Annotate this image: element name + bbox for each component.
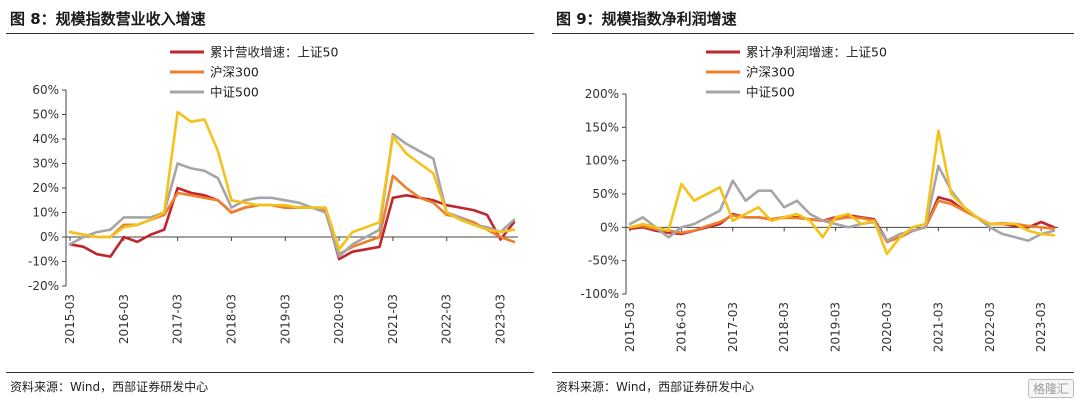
y-tick-label: 10% [32, 206, 59, 220]
legend-label-2: 中证500 [746, 85, 795, 100]
x-tick-label: 2019-03 [829, 302, 843, 352]
series-line-3 [68, 110, 516, 251]
y-tick-label: 60% [32, 83, 59, 97]
x-tick-label: 2015-03 [63, 294, 77, 344]
x-tick-label: 2015-03 [623, 302, 637, 352]
y-tick-label: 0% [40, 230, 59, 244]
x-tick-label: 2016-03 [674, 302, 688, 352]
x-tick-label: 2021-03 [386, 294, 400, 344]
y-tick-label: 50% [32, 108, 59, 122]
y-tick-label: 100% [585, 154, 619, 168]
series-line-2 [628, 164, 1056, 242]
y-tick-label: 0% [600, 220, 619, 234]
y-tick-label: -20% [28, 279, 59, 293]
figure-8-source: 资料来源：Wind，西部证券研发中心 [10, 380, 209, 394]
legend-label-0: 累计净利润增速：上证50 [746, 45, 887, 60]
y-tick-label: 150% [585, 120, 619, 134]
figure-9-title: 图 9：规模指数净利润增速 [556, 10, 737, 28]
figure-8-title: 图 8：规模指数营业收入增速 [10, 10, 206, 28]
y-tick-label: -100% [580, 287, 619, 301]
x-tick-label: 2020-03 [332, 294, 346, 344]
x-tick-label: 2018-03 [777, 302, 791, 352]
x-tick-label: 2023-03 [494, 294, 508, 344]
series-line-1 [628, 199, 1056, 244]
x-tick-label: 2018-03 [224, 294, 238, 344]
x-tick-label: 2022-03 [440, 294, 454, 344]
watermark-logo: 格隆汇 [1027, 379, 1074, 398]
series-line-2 [68, 132, 516, 258]
y-tick-label: 30% [32, 157, 59, 171]
revenue-growth-chart: 60% 50% 40% 30% 20% 10% 0% -10% -20% 2015-03 2016-… [28, 45, 518, 344]
x-tick-label: 2022-03 [983, 302, 997, 352]
legend-label-2: 中证500 [210, 85, 259, 100]
net-profit-growth-chart: 200% 150% 100% 50% 0% -50% -100% 2015-03 2016-03… [580, 45, 1058, 352]
bottom-rule [552, 372, 1074, 373]
title-rule [552, 33, 1074, 34]
y-tick-label: 40% [32, 132, 59, 146]
x-tick-label: 2023-03 [1034, 302, 1048, 352]
x-tick-label: 2019-03 [278, 294, 292, 344]
x-tick-label: 2016-03 [117, 294, 131, 344]
figure-9-panel: 图 9：规模指数净利润增速 200% 150% 100% 50% 0% -50% -100%… [546, 0, 1080, 404]
y-tick-label: 50% [592, 187, 619, 201]
x-tick-label: 2020-03 [880, 302, 894, 352]
x-tick-label: 2017-03 [726, 302, 740, 352]
figure-8-panel: 图 8：规模指数营业收入增速 60% 50% 40% 30% 20% 10% 0% -10% -… [6, 10, 534, 394]
y-tick-label: 200% [585, 87, 619, 101]
x-tick-label: 2021-03 [931, 302, 945, 352]
title-rule [6, 33, 534, 34]
y-tick-label: 20% [32, 181, 59, 195]
bottom-rule [6, 372, 534, 373]
legend-label-1: 沪深300 [746, 65, 795, 80]
x-tick-label: 2017-03 [171, 294, 185, 344]
legend-label-0: 累计营收增速：上证50 [210, 45, 338, 60]
figure-9-source: 资料来源：Wind，西部证券研发中心 [556, 380, 755, 394]
y-tick-label: -50% [588, 254, 619, 268]
y-tick-label: -10% [28, 255, 59, 269]
legend-label-1: 沪深300 [210, 65, 259, 80]
series-line-3 [628, 129, 1056, 256]
